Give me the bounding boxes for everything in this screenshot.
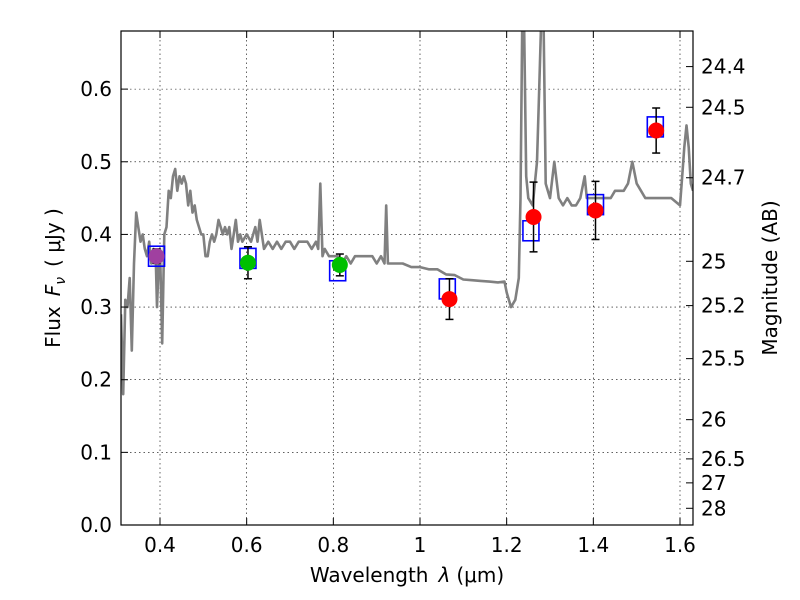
y-tick-label: 0.6 [80, 77, 112, 101]
y2-tick-label: 25 [701, 249, 726, 273]
y2-axis-title: Magnitude (AB) [758, 200, 782, 355]
x-tick-label: 1 [414, 533, 427, 557]
x-axis-title-symbol: λ [438, 563, 451, 587]
y2-tick-label: 27 [701, 471, 726, 495]
observed-flux-point [648, 122, 665, 139]
x-tick-label: 1.2 [491, 533, 523, 557]
spectrum-line [121, 31, 693, 396]
observed-flux-point [239, 254, 256, 271]
x-tick-label: 1.6 [664, 533, 696, 557]
plot-content [121, 31, 693, 396]
y2-tick-label: 28 [701, 496, 726, 520]
y2-tick-label: 26 [701, 408, 726, 432]
y-axis-title-symbol: F [41, 284, 65, 296]
x-axis-title-unit: (μm) [456, 563, 504, 587]
observed-flux-point [525, 208, 542, 225]
observed-flux-point [148, 248, 165, 265]
x-tick-label: 0.6 [231, 533, 263, 557]
y-tick-label: 0.2 [80, 368, 112, 392]
x-axis-title: Wavelength λ (μm) [310, 563, 504, 587]
observed-flux-point [587, 202, 604, 219]
y-tick-label: 0.3 [80, 295, 112, 319]
y-axis-title: Flux Fν ( μJy ) [41, 208, 69, 348]
y-axis-title-unit: ( μJy ) [41, 208, 65, 267]
x-tick-label: 1.4 [577, 533, 609, 557]
x-tick-label: 0.4 [144, 533, 176, 557]
x-axis-title-prefix: Wavelength [310, 563, 429, 587]
y-tick-label: 0.4 [80, 222, 112, 246]
y-tick-label: 0.0 [80, 513, 112, 537]
plot-area [121, 31, 693, 525]
y2-tick-label: 24.7 [701, 166, 746, 190]
axis-ticks: 0.4 0.6 0.8 1 1.2 1.4 1.6 0.0 0.1 0.2 0.3 0.4 0.5 0.6… [80, 31, 746, 557]
y-tick-label: 0.1 [80, 440, 112, 464]
x-tick-label: 0.8 [317, 533, 349, 557]
y-axis-title-subscript: ν [53, 277, 69, 285]
y-tick-label: 0.5 [80, 150, 112, 174]
y-axis-title-prefix: Flux [41, 306, 65, 348]
observed-flux-point [441, 291, 458, 308]
y2-tick-label: 24.4 [701, 55, 746, 79]
y2-tick-label: 25.2 [701, 294, 746, 318]
y2-tick-label: 25.5 [701, 347, 746, 371]
plot-frame [120, 30, 694, 526]
observed-flux-point [331, 256, 348, 273]
y2-tick-label: 24.5 [701, 95, 746, 119]
y2-tick-label: 26.5 [701, 447, 746, 471]
